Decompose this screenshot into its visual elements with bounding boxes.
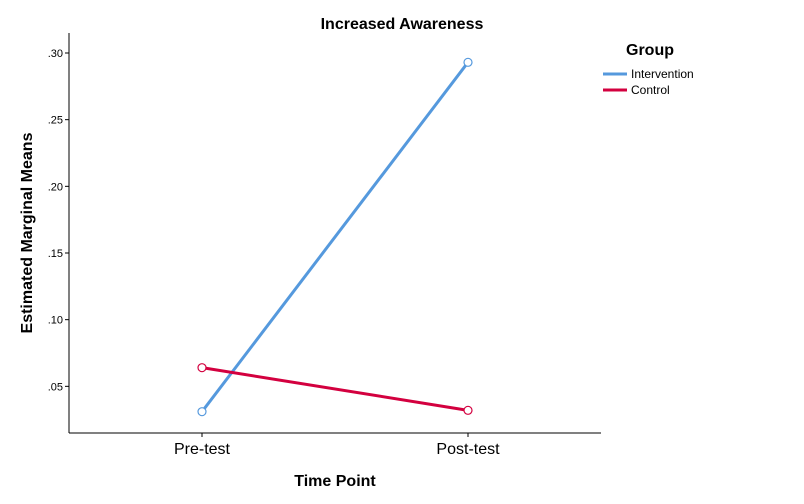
series-layer bbox=[197, 57, 473, 417]
y-tick-label: .05 bbox=[48, 381, 63, 393]
y-tick-label: .20 bbox=[48, 181, 63, 193]
x-axis-title: Time Point bbox=[294, 473, 376, 490]
data-point-intervention bbox=[197, 407, 207, 417]
series-line-intervention bbox=[200, 61, 470, 413]
chart-title: Increased Awareness bbox=[321, 16, 484, 33]
axes bbox=[68, 33, 601, 434]
y-tick-label: .10 bbox=[48, 315, 63, 327]
legend: Group Intervention Control bbox=[603, 42, 694, 97]
legend-items: Intervention Control bbox=[603, 67, 694, 97]
y-axis-title: Estimated Marginal Means bbox=[19, 132, 36, 333]
legend-title: Group bbox=[626, 42, 674, 59]
y-ticks: .05 .10 .15 .20 .25 .30 bbox=[48, 48, 69, 393]
y-tick-label: .30 bbox=[48, 48, 63, 60]
series-line-control bbox=[201, 366, 469, 412]
legend-label-intervention: Intervention bbox=[631, 67, 694, 81]
x-tick-label: Pre-test bbox=[174, 441, 231, 458]
x-tick-label: Post-test bbox=[436, 441, 500, 458]
x-ticks: Pre-test Post-test bbox=[174, 433, 500, 458]
data-point-control bbox=[197, 363, 207, 373]
y-tick-label: .15 bbox=[48, 248, 63, 260]
y-tick-label: .25 bbox=[48, 115, 63, 127]
data-point-intervention bbox=[463, 57, 473, 67]
legend-label-control: Control bbox=[631, 83, 670, 97]
data-point-control bbox=[463, 405, 473, 415]
